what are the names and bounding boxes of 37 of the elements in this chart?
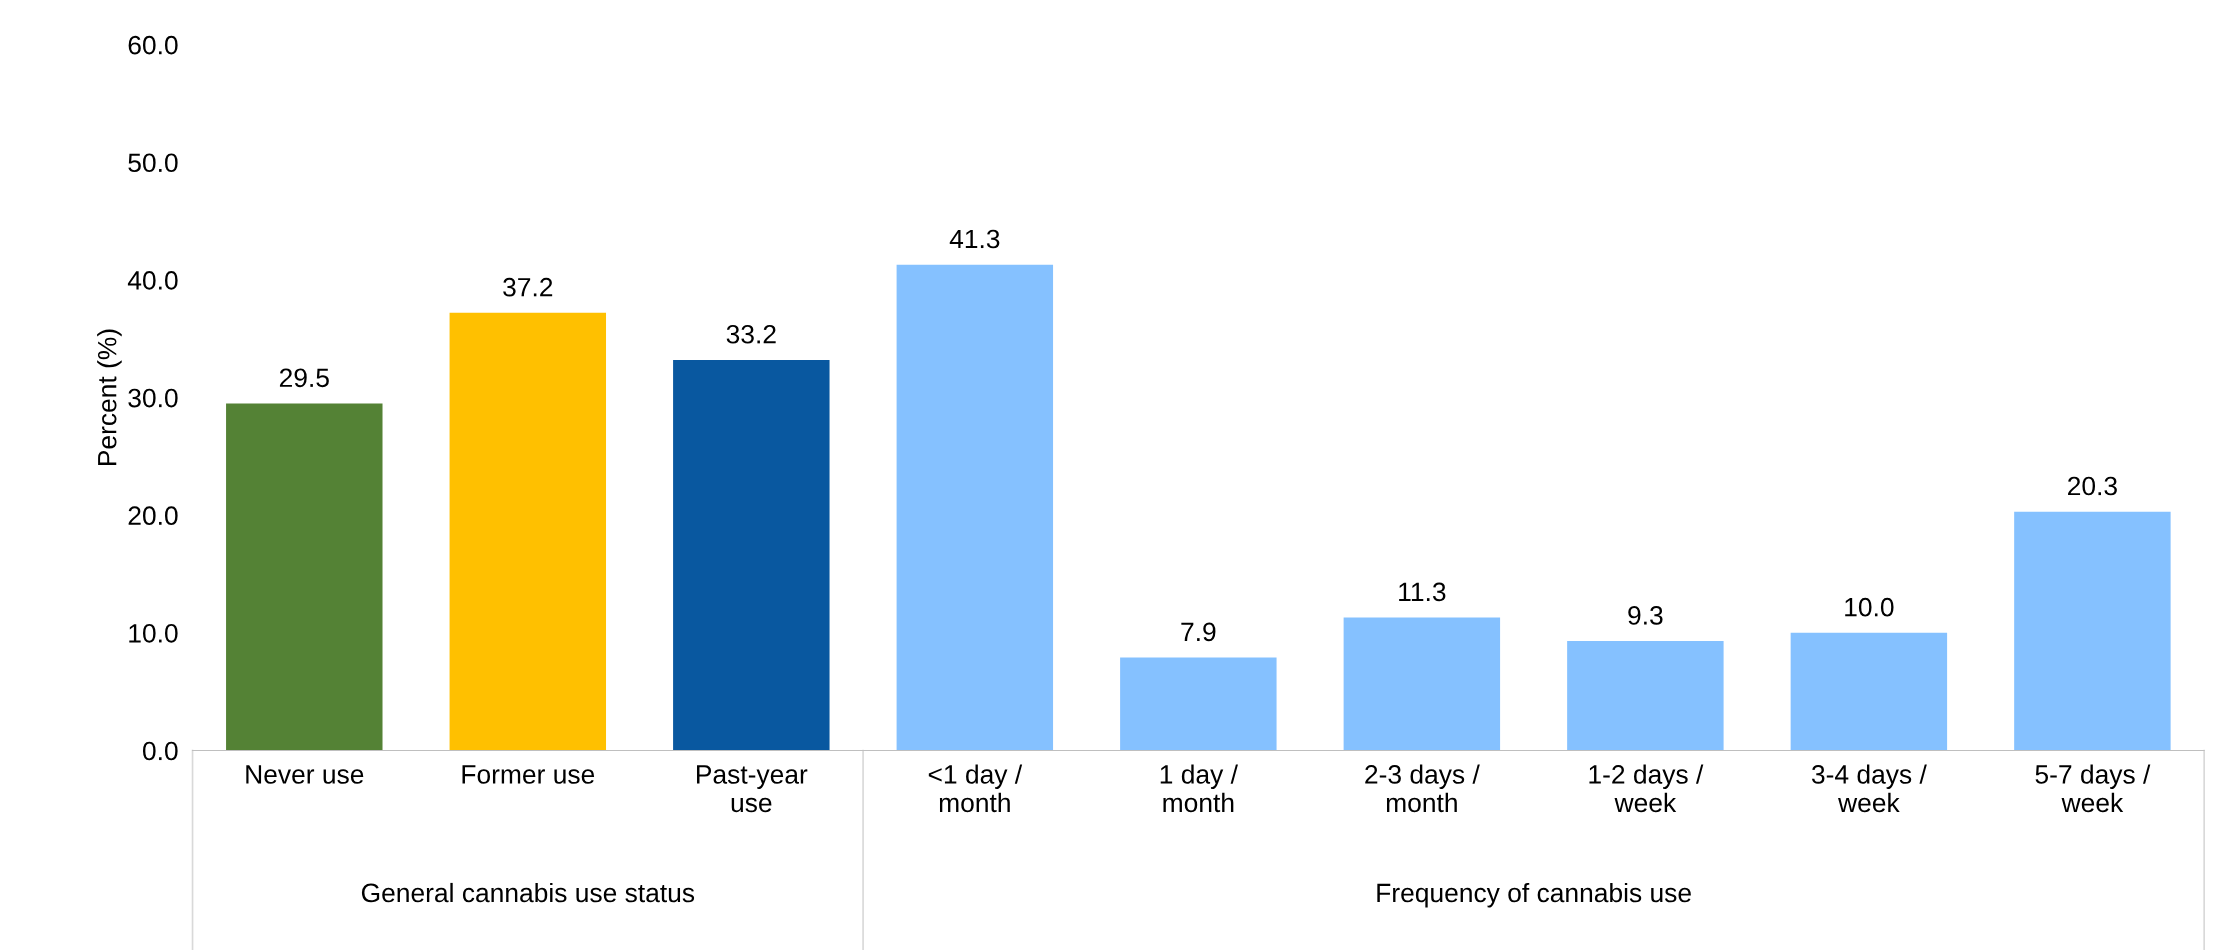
y-tick-label: 10.0	[129, 623, 178, 643]
x-tick-label: 1-2 days / week	[1589, 764, 1704, 813]
y-tick-label: 30.0	[128, 388, 178, 408]
data-label: 7.9	[1181, 622, 1216, 642]
y-tick-label: 40.0	[127, 271, 178, 290]
y-tick-label: 20.0	[128, 506, 178, 526]
data-label: 41.3	[949, 229, 1000, 249]
data-label: 10.0	[1845, 597, 1894, 617]
bar	[896, 264, 1054, 751]
bar	[226, 403, 383, 751]
x-tick-label: 1 day / month	[1160, 764, 1238, 813]
bar	[449, 312, 607, 751]
data-label: 11.3	[1399, 582, 1446, 602]
x-tick-label: Past-year use	[697, 765, 808, 813]
y-tick-label: 50.0	[128, 153, 178, 173]
data-label: 33.2	[726, 324, 776, 344]
y-tick-label: 60.0	[128, 35, 178, 55]
bar	[1567, 641, 1724, 751]
bar	[673, 359, 830, 751]
text: General cannabis use status	[361, 882, 695, 903]
y-tick-label: 0.0	[142, 741, 178, 761]
data-label: 9.3	[1628, 606, 1663, 625]
x-tick-label: Former use	[462, 765, 595, 784]
x-tick-label: 3-4 days / week	[1811, 764, 1927, 813]
bar	[1343, 617, 1501, 751]
x-tick-label: 5-7 days / week	[2035, 764, 2151, 813]
x-tick-label: 2-3 days / month	[1365, 764, 1480, 813]
data-label: 29.5	[279, 368, 329, 388]
data-label: 20.3	[2068, 476, 2117, 496]
y-axis-title: Percent (%)	[97, 329, 122, 466]
x-tick-label: <1 day / month	[928, 764, 1023, 813]
data-label: 37.2	[503, 277, 553, 297]
text: Frequency of cannabis use	[1377, 882, 1691, 908]
bar	[2014, 511, 2171, 751]
bar	[1790, 632, 1948, 751]
x-tick-label: Never use	[246, 765, 364, 784]
bar	[1120, 657, 1277, 751]
